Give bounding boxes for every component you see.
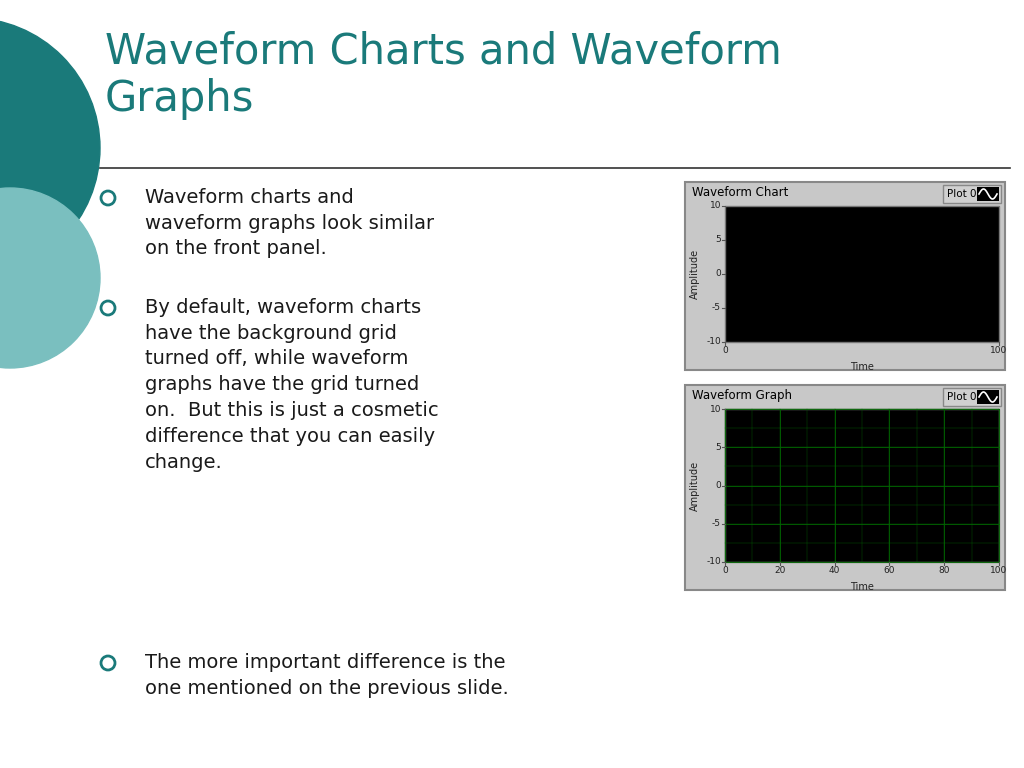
- Text: Amplitude: Amplitude: [690, 249, 700, 299]
- Text: Plot 0: Plot 0: [947, 189, 977, 199]
- Text: -10: -10: [707, 558, 721, 567]
- Text: 40: 40: [828, 566, 841, 575]
- Text: 5: 5: [715, 442, 721, 452]
- Text: 10: 10: [710, 201, 721, 210]
- Text: Graphs: Graphs: [105, 78, 254, 120]
- Text: -5: -5: [712, 519, 721, 528]
- Circle shape: [0, 18, 100, 278]
- Bar: [725, 409, 999, 562]
- Text: Time: Time: [850, 582, 873, 592]
- Text: 100: 100: [990, 566, 1008, 575]
- Text: Amplitude: Amplitude: [690, 461, 700, 511]
- Text: 0: 0: [722, 346, 728, 355]
- Bar: [977, 187, 999, 201]
- Text: 0: 0: [715, 270, 721, 279]
- Text: Waveform Graph: Waveform Graph: [692, 389, 792, 402]
- Text: Time: Time: [850, 362, 873, 372]
- Text: The more important difference is the
one mentioned on the previous slide.: The more important difference is the one…: [145, 653, 509, 698]
- Text: 20: 20: [774, 566, 785, 575]
- Text: Plot 0: Plot 0: [947, 392, 977, 402]
- Text: Waveform Chart: Waveform Chart: [692, 186, 788, 199]
- Bar: [943, 185, 1001, 203]
- Bar: [943, 388, 1001, 406]
- Text: 80: 80: [938, 566, 950, 575]
- Text: -5: -5: [712, 303, 721, 313]
- Text: 5: 5: [715, 236, 721, 244]
- Text: -10: -10: [707, 337, 721, 346]
- Text: 10: 10: [710, 405, 721, 413]
- Bar: [685, 385, 1005, 590]
- Text: 60: 60: [884, 566, 895, 575]
- Text: 100: 100: [990, 346, 1008, 355]
- Bar: [977, 390, 999, 404]
- Bar: [685, 182, 1005, 370]
- Text: 0: 0: [715, 481, 721, 490]
- Circle shape: [0, 188, 100, 368]
- Text: Waveform charts and
waveform graphs look similar
on the front panel.: Waveform charts and waveform graphs look…: [145, 188, 434, 259]
- Text: By default, waveform charts
have the background grid
turned off, while waveform
: By default, waveform charts have the bac…: [145, 298, 438, 472]
- Bar: [725, 206, 999, 342]
- Text: Waveform Charts and Waveform: Waveform Charts and Waveform: [105, 30, 781, 72]
- Text: 0: 0: [722, 566, 728, 575]
